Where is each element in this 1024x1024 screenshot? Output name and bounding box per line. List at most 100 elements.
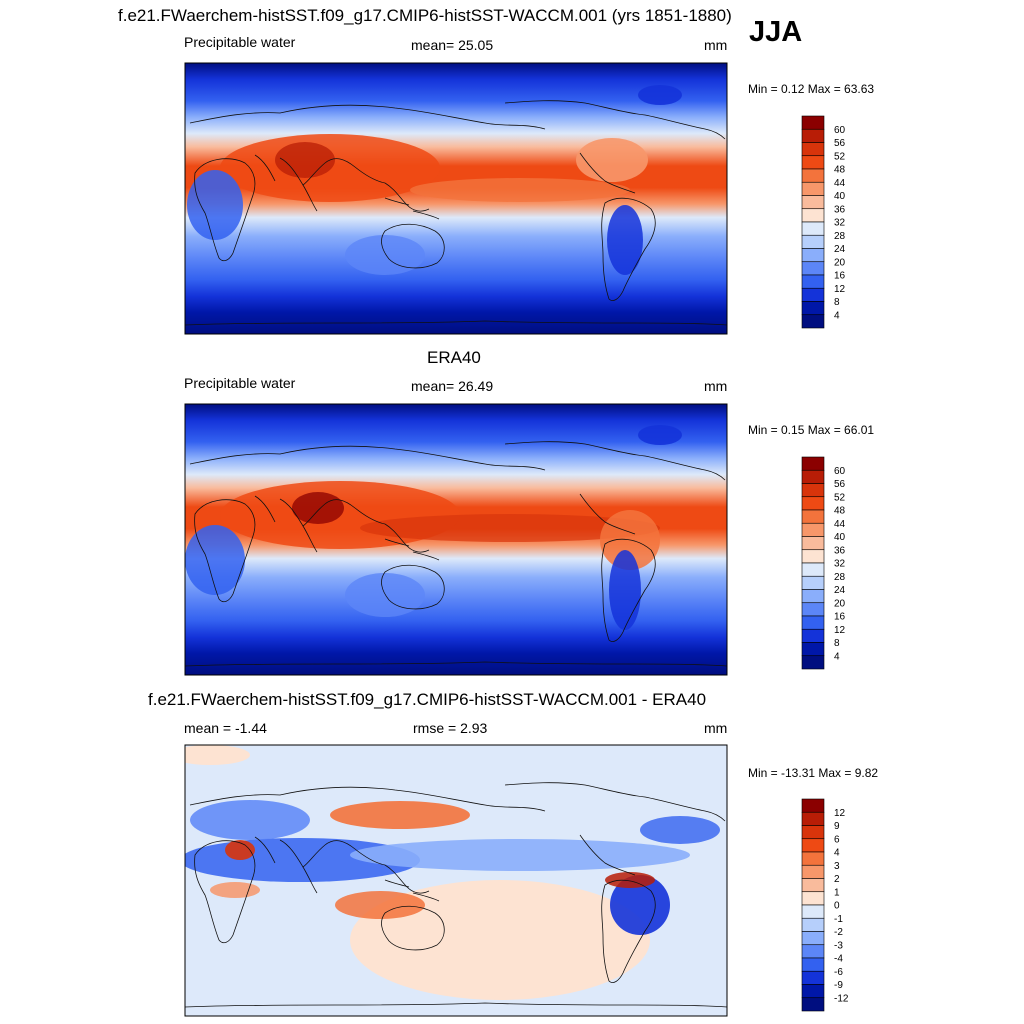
- colorbar-box: [801, 904, 825, 919]
- colorbar-label: 3: [834, 861, 840, 872]
- colorbar-label: -1: [834, 914, 843, 925]
- colorbar-label: -9: [834, 980, 843, 991]
- panel-2-title: ERA40: [427, 348, 481, 367]
- colorbar-box: [801, 891, 825, 906]
- colorbar-label: 28: [834, 231, 846, 242]
- colorbar-box: [801, 944, 825, 959]
- colorbar-label: 12: [834, 625, 846, 636]
- panel-3-rmse: rmse = 2.93: [413, 720, 488, 736]
- colorbar-box: [801, 536, 825, 551]
- colorbar-box: [801, 798, 825, 813]
- colorbar-panel-3: 12 9 6 4 3 2 1 0 -1 -2 -3 -4 -6 -9 -12: [801, 798, 849, 1012]
- colorbar-box: [801, 811, 825, 826]
- colorbar-box: [801, 655, 825, 670]
- colorbar-box: [801, 128, 825, 143]
- colorbar-label: 0: [834, 901, 840, 912]
- panel-1-variable: Precipitable water: [184, 34, 296, 50]
- colorbar-label: 40: [834, 532, 846, 543]
- colorbar-label: 36: [834, 204, 846, 215]
- colorbar-label: 52: [834, 151, 846, 162]
- colorbar-box: [801, 314, 825, 329]
- panel-1-units: mm: [704, 37, 728, 53]
- colorbar-box: [801, 469, 825, 484]
- panel-2-map: [184, 403, 728, 676]
- panel-1-minmax: Min = 0.12 Max = 63.63: [748, 82, 875, 96]
- colorbar-box: [801, 615, 825, 630]
- panel-3-title: f.e21.FWaerchem-histSST.f09_g17.CMIP6-hi…: [148, 690, 707, 709]
- colorbar-label: 16: [834, 271, 846, 282]
- colorbar-label: 8: [834, 297, 840, 308]
- colorbar-panel-1: 60 56 52 48 44 40 36 32 28 24 20 16 12 8 4: [801, 115, 846, 329]
- panel-3-units: mm: [704, 720, 728, 736]
- panel-2-minmax: Min = 0.15 Max = 66.01: [748, 423, 875, 437]
- colorbar-panel-2: 60 56 52 48 44 40 36 32 28 24 20 16 12 8 4: [801, 456, 846, 670]
- panel-3-minmax: Min = -13.31 Max = 9.82: [748, 766, 879, 780]
- colorbar-label: 60: [834, 466, 846, 477]
- colorbar-label: 12: [834, 808, 846, 819]
- colorbar-label: 6: [834, 834, 840, 845]
- colorbar-label: 36: [834, 545, 846, 556]
- colorbar-label: -4: [834, 954, 843, 965]
- colorbar-box: [801, 456, 825, 471]
- colorbar-box: [801, 838, 825, 853]
- colorbar-label: 12: [834, 284, 846, 295]
- colorbar-box: [801, 115, 825, 130]
- panel-2-mean: mean= 26.49: [411, 378, 494, 394]
- colorbar-box: [801, 221, 825, 236]
- colorbar-box: [801, 642, 825, 657]
- colorbar-label: 24: [834, 585, 846, 596]
- colorbar-box: [801, 496, 825, 511]
- colorbar-label: 56: [834, 479, 846, 490]
- colorbar-label: 44: [834, 178, 846, 189]
- colorbar-label: -2: [834, 927, 843, 938]
- colorbar-label: 48: [834, 165, 846, 176]
- colorbar-box: [801, 602, 825, 617]
- colorbar-box: [801, 931, 825, 946]
- colorbar-box: [801, 274, 825, 289]
- colorbar-box: [801, 522, 825, 537]
- colorbar-label: 24: [834, 244, 846, 255]
- colorbar-label: 8: [834, 638, 840, 649]
- colorbar-box: [801, 997, 825, 1012]
- colorbar-label: 32: [834, 559, 846, 570]
- colorbar-box: [801, 970, 825, 985]
- colorbar-box: [801, 483, 825, 498]
- colorbar-box: [801, 181, 825, 196]
- panel-1-map: [184, 62, 728, 335]
- panel-1-mean: mean= 25.05: [411, 37, 494, 53]
- colorbar-box: [801, 851, 825, 866]
- colorbar-box: [801, 248, 825, 263]
- colorbar-label: 2: [834, 874, 840, 885]
- colorbar-label: 44: [834, 519, 846, 530]
- colorbar-box: [801, 957, 825, 972]
- colorbar-label: 32: [834, 218, 846, 229]
- colorbar-label: 28: [834, 572, 846, 583]
- panel-1-title: f.e21.FWaerchem-histSST.f09_g17.CMIP6-hi…: [118, 6, 732, 25]
- colorbar-box: [801, 287, 825, 302]
- panel-3-mean: mean = -1.44: [184, 720, 267, 736]
- colorbar-label: 16: [834, 612, 846, 623]
- colorbar-label: 48: [834, 506, 846, 517]
- colorbar-box: [801, 589, 825, 604]
- colorbar-box: [801, 509, 825, 524]
- colorbar-box: [801, 195, 825, 210]
- colorbar-label: 20: [834, 257, 846, 268]
- colorbar-label: 4: [834, 848, 840, 859]
- colorbar-box: [801, 562, 825, 577]
- colorbar-box: [801, 168, 825, 183]
- panel-2-units: mm: [704, 378, 728, 394]
- colorbar-box: [801, 878, 825, 893]
- colorbar-box: [801, 261, 825, 276]
- colorbar-box: [801, 208, 825, 223]
- colorbar-label: 52: [834, 492, 846, 503]
- colorbar-box: [801, 825, 825, 840]
- colorbar-box: [801, 301, 825, 316]
- colorbar-label: 56: [834, 138, 846, 149]
- colorbar-box: [801, 234, 825, 249]
- colorbar-label: 20: [834, 598, 846, 609]
- colorbar-label: -3: [834, 940, 843, 951]
- colorbar-box: [801, 142, 825, 157]
- colorbar-label: 60: [834, 125, 846, 136]
- colorbar-label: 9: [834, 821, 840, 832]
- panel-3-map: [184, 744, 728, 1017]
